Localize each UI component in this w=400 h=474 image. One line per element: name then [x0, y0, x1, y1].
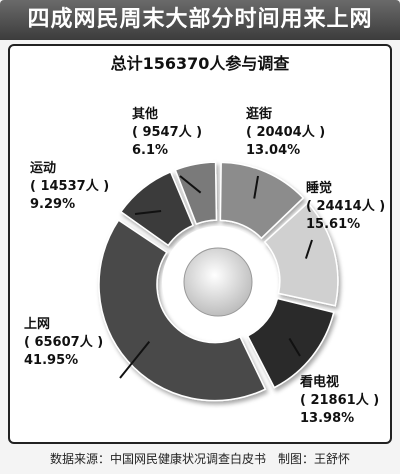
slice-label-name: 运动 [30, 161, 57, 176]
slice-label-count: ( 24414人 ) [306, 199, 386, 214]
slice-label-percent: 41.95% [24, 353, 79, 368]
slice-label-name: 看电视 [300, 375, 340, 390]
slice-睡觉 [263, 201, 339, 307]
slice-label-name: 上网 [24, 317, 51, 332]
slice-运动 [119, 170, 195, 247]
donut-center-disc [183, 247, 253, 317]
slice-label: 运动 ( 14537人 ) 9.29% [30, 160, 109, 214]
slice-看电视 [246, 297, 335, 389]
slice-label-percent: 13.98% [300, 411, 355, 426]
title-bar [0, 0, 400, 40]
slice-label-name: 睡觉 [306, 181, 333, 196]
footer: 数据来源：中国网民健康状况调查白皮书 制图：王舒怀 [0, 448, 400, 470]
slice-逛街 [219, 161, 305, 240]
slice-label: 逛街 ( 20404人 ) 13.04% [246, 106, 325, 160]
slice-label-percent: 15.61% [306, 217, 361, 232]
slice-label: 看电视 ( 21861人 ) 13.98% [300, 374, 379, 428]
chart-subtitle: 总计156370人参与调查 [110, 54, 290, 73]
leader-line [253, 175, 259, 199]
data-source: 数据来源：中国网民健康状况调查白皮书 [50, 452, 267, 466]
slice-label-percent: 13.04% [246, 143, 301, 158]
slice-label-percent: 9.29% [30, 197, 76, 212]
chart-maker: 制图：王舒怀 [278, 452, 351, 466]
leader-line [288, 337, 301, 357]
leader-line [134, 209, 162, 215]
slice-label-percent: 6.1% [132, 143, 169, 158]
slice-label: 其他 ( 9547人 ) 6.1% [132, 106, 202, 160]
slice-label-count: ( 21861人 ) [300, 393, 380, 408]
slice-其他 [174, 161, 218, 225]
slice-label-count: ( 20404人 ) [246, 125, 326, 140]
slice-label-name: 逛街 [246, 107, 273, 122]
slice-label-count: ( 9547人 ) [132, 125, 203, 140]
slice-label-name: 其他 [132, 107, 159, 122]
leader-line [304, 239, 313, 259]
slice-label: 睡觉 ( 24414人 ) 15.61% [306, 180, 385, 234]
leader-line [119, 341, 151, 379]
leader-line [179, 175, 202, 194]
slice-label-count: ( 65607人 ) [24, 335, 104, 350]
page-title: 四成网民周末大部分时间用来上网 [27, 7, 373, 32]
slice-label-count: ( 14537人 ) [30, 179, 110, 194]
slice-上网 [98, 219, 267, 402]
slice-label: 上网 ( 65607人 ) 41.95% [24, 316, 103, 370]
